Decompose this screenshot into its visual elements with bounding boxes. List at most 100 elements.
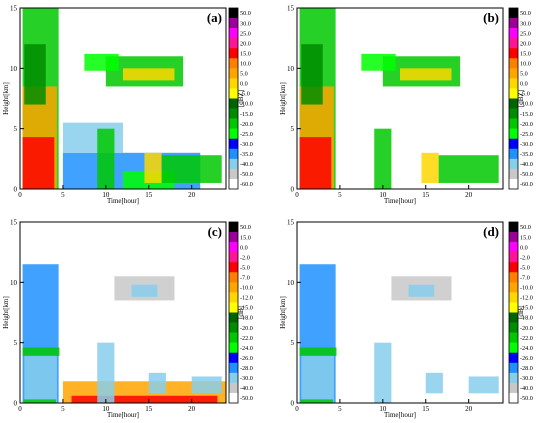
data-region [23, 399, 57, 403]
data-region [97, 128, 115, 189]
colorbar-tick-label: 20.0 [240, 40, 251, 47]
colorbar-tick-label: -35.0 [240, 151, 253, 158]
colorbar-swatch [509, 382, 518, 394]
data-region [144, 152, 162, 183]
x-axis-label: Time[hour] [384, 411, 416, 419]
colorbar-swatch [229, 382, 238, 394]
y-tick-label: 10 [287, 65, 295, 73]
colorbar-swatch [229, 312, 238, 323]
x-tick-label: 5 [61, 191, 65, 199]
y-tick-label: 0 [291, 186, 295, 194]
colorbar-swatch [229, 322, 238, 333]
colorbar-swatch [229, 138, 238, 150]
colorbar-tick-label: 5.0 [520, 71, 528, 78]
colorbar-swatch [229, 98, 238, 109]
data-region [400, 68, 452, 81]
colorbar-label: [dB] [237, 306, 245, 319]
colorbar-tick-label: -2.0 [520, 254, 530, 261]
colorbar-tick-label: 15.0 [520, 50, 531, 57]
colorbar-swatch [509, 158, 518, 170]
colorbar-frame [508, 7, 519, 190]
data-region [468, 376, 499, 394]
y-axis-label: Height[km] [2, 296, 10, 329]
colorbar-tick-label: -26.0 [520, 355, 533, 362]
y-tick-label: 15 [287, 219, 295, 227]
colorbar-tick-label: -60.0 [240, 181, 253, 188]
colorbar-tick-label: -60.0 [520, 181, 533, 188]
colorbar-tick-label: -15.0 [240, 305, 253, 312]
colorbar-tick-label: -40.0 [240, 161, 253, 168]
colorbar-label: [dBZ] [237, 90, 245, 107]
data-region [361, 53, 396, 71]
y-tick-label: 10 [10, 279, 18, 287]
data-region [408, 284, 435, 297]
data-region [131, 284, 158, 297]
colorbar-tick-label: 50.0 [520, 10, 531, 17]
colorbar-tick-label: 0.0 [240, 244, 248, 251]
colorbar-tick-label: -50.0 [240, 171, 253, 178]
colorbar-tick-label: -28.0 [520, 365, 533, 372]
x-tick-label: 15 [145, 405, 153, 413]
data-region [22, 137, 55, 189]
colorbar-swatch [509, 222, 518, 233]
colorbar-tick-label: 30.0 [240, 20, 251, 27]
colorbar-swatch [509, 98, 518, 109]
x-axis-label: Time[hour] [107, 197, 139, 205]
colorbar: 50.0 30.0 25.0 20.0 15.0 10.0 5.0 0.0 -5.0 -10.0 -… [508, 7, 533, 190]
colorbar-swatch [229, 48, 238, 59]
colorbar-swatch [509, 48, 518, 59]
colorbar-tick-label: -10.0 [520, 101, 533, 108]
colorbar-swatch [229, 168, 238, 180]
data-region [123, 68, 175, 81]
colorbar-tick-label: -24.0 [240, 345, 253, 352]
colorbar-tick-label: -24.0 [520, 345, 533, 352]
colorbar-swatch [509, 332, 518, 343]
colorbar-swatch [509, 362, 518, 374]
colorbar-tick-label: -5.0 [240, 91, 250, 98]
colorbar-swatch [229, 158, 238, 170]
colorbar-swatch [229, 38, 238, 49]
panel-label: (c) [208, 224, 222, 239]
colorbar-swatch [509, 28, 518, 39]
colorbar-tick-label: 25.0 [240, 30, 251, 37]
x-tick-label: 20 [465, 405, 473, 413]
panel-c: 0 5 10 15 20 0 5 10 15 Time[hour] Height[km] (c) 50.… [2, 219, 253, 420]
y-tick-label: 0 [14, 186, 18, 194]
colorbar-tick-label: 50.0 [520, 224, 531, 231]
y-axis-label: Height[km] [279, 296, 287, 329]
colorbar-tick-label: -7.0 [520, 275, 530, 282]
colorbar-swatch [229, 372, 238, 384]
colorbar-swatch [229, 8, 238, 19]
colorbar-frame [508, 221, 519, 404]
plot-frame [296, 221, 504, 404]
colorbar-tick-label: -20.0 [240, 325, 253, 332]
panel-label: (a) [207, 10, 222, 25]
colorbar-tick-label: -15.0 [520, 111, 533, 118]
colorbar-tick-label: -22.0 [520, 335, 533, 342]
colorbar-tick-label: -50.0 [240, 395, 253, 402]
colorbar-swatch [509, 312, 518, 323]
colorbar-swatch [229, 242, 238, 253]
colorbar-tick-label: -10.0 [520, 285, 533, 292]
colorbar-swatch [229, 362, 238, 374]
colorbar-tick-label: 10.0 [240, 61, 251, 68]
data-regions [22, 264, 226, 403]
colorbar-swatch [509, 58, 518, 69]
colorbar-tick-label: -30.0 [520, 375, 533, 382]
colorbar-swatch [509, 372, 518, 384]
colorbar-tick-label: 25.0 [520, 30, 531, 37]
colorbar-swatch [509, 18, 518, 29]
colorbar-swatch [509, 128, 518, 140]
y-tick-label: 15 [287, 5, 295, 13]
y-tick-label: 5 [14, 125, 18, 133]
x-tick-label: 10 [102, 405, 110, 413]
colorbar-swatch [229, 148, 238, 160]
colorbar-swatch [229, 342, 238, 354]
colorbar-tick-label: 15.0 [240, 234, 251, 241]
colorbar-swatch [509, 148, 518, 160]
colorbar-tick-label: -18.0 [240, 315, 253, 322]
y-tick-label: 5 [291, 339, 295, 347]
x-tick-label: 15 [422, 405, 430, 413]
colorbar-swatch [229, 282, 238, 293]
